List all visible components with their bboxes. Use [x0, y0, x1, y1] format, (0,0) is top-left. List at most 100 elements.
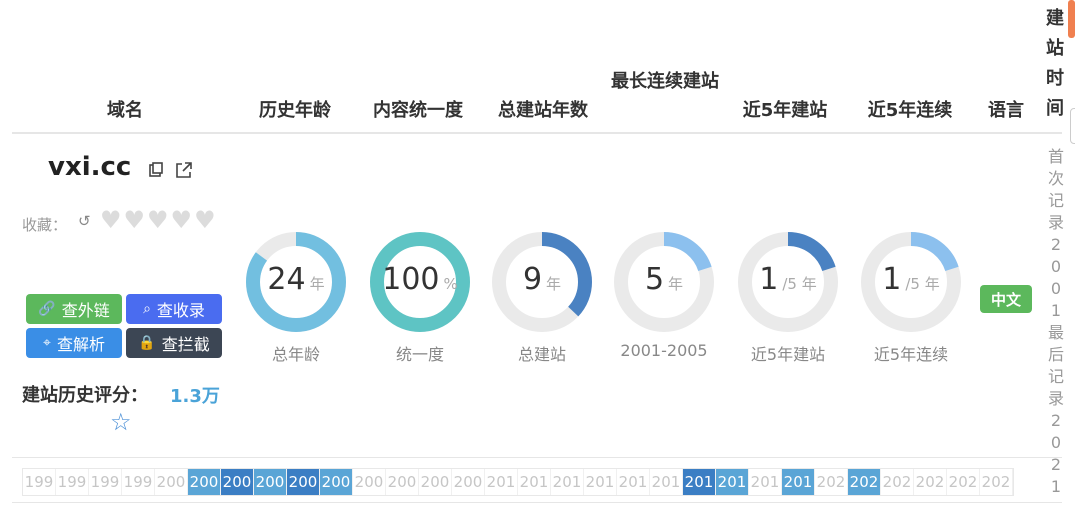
favorite-label: 收藏： — [22, 216, 68, 234]
timeline-year-cell[interactable]: 201 — [683, 469, 716, 495]
dns-button[interactable]: ⌖ 查解析 — [26, 328, 122, 358]
timeline-year-cell[interactable]: 201 — [716, 469, 749, 495]
favorite-hearts[interactable]: ♥ ♥ ♥ ♥ ♥ — [100, 206, 216, 234]
ring-progress — [861, 232, 961, 332]
timeline-year-cell[interactable]: 201 — [782, 469, 815, 495]
ring-label: 总年龄 — [271, 345, 320, 364]
heart-icon[interactable]: ♥ — [123, 206, 146, 234]
timeline-year-cell[interactable]: 199 — [56, 469, 89, 495]
ring-progress — [738, 232, 838, 332]
timeline-year-cell[interactable]: 201 — [617, 469, 650, 495]
ring-value: 5 — [644, 262, 665, 297]
timeline-year-cell[interactable]: 202 — [914, 469, 947, 495]
ring-svg — [492, 232, 592, 332]
indexed-button[interactable]: ⌕ 查收录 — [126, 294, 222, 324]
ring-label: 2001-2005 — [620, 341, 708, 360]
header-domain[interactable]: 域名 — [107, 100, 143, 121]
row-divider — [12, 457, 1062, 458]
heart-icon[interactable]: ♥ — [147, 206, 169, 234]
timeline-year-cell[interactable]: 200 — [320, 469, 353, 495]
ring-center: 100% — [368, 230, 472, 334]
timeline-year-cell[interactable]: 200 — [386, 469, 419, 495]
ring-value: 9 — [522, 262, 543, 297]
timeline-year-cell[interactable]: 200 — [419, 469, 452, 495]
ring-unit: 年 — [668, 275, 684, 293]
search-icon: ⌕ — [143, 301, 151, 317]
ring-svg — [370, 232, 470, 332]
ring-label: 总建站 — [517, 345, 566, 364]
ring-unit: /5 年 — [782, 275, 817, 293]
ring-unit: /5 年 — [905, 275, 940, 293]
timeline-year-cell[interactable]: 201 — [584, 469, 617, 495]
header-longest-run[interactable]: 最长连续建站 — [611, 71, 719, 92]
timeline-year-cell[interactable]: 202 — [815, 469, 848, 495]
ring-chart: 1/5 年 — [736, 230, 840, 334]
scrollbar-thumb[interactable] — [1070, 108, 1075, 144]
timeline-year-cell[interactable]: 200 — [452, 469, 485, 495]
ring-label: 统一度 — [395, 345, 444, 364]
timeline-year-cell[interactable]: 200 — [287, 469, 320, 495]
ring-label: 近5年建站 — [750, 345, 826, 364]
header-divider — [12, 132, 1062, 134]
timeline-year-cell[interactable]: 199 — [23, 469, 56, 495]
timeline-year-cell[interactable]: 201 — [485, 469, 518, 495]
ring-svg — [246, 232, 346, 332]
ring-chart: 24 年 — [244, 230, 348, 334]
timeline-year-cell[interactable]: 200 — [254, 469, 287, 495]
dns-label: 查解析 — [56, 335, 105, 354]
external-link-icon[interactable] — [174, 160, 194, 180]
ring-svg — [614, 232, 714, 332]
header-recent5-build[interactable]: 近5年建站 — [742, 100, 828, 121]
timeline-year-cell[interactable]: 199 — [89, 469, 122, 495]
timeline-year-cell[interactable]: 202 — [881, 469, 914, 495]
heart-icon[interactable]: ♥ — [170, 206, 193, 234]
timeline-year-cell[interactable]: 201 — [650, 469, 683, 495]
timeline-year-cell[interactable]: 202 — [980, 469, 1013, 495]
history-score-value: 1.3万 — [170, 386, 220, 407]
header-content-consistency[interactable]: 内容统一度 — [373, 100, 463, 121]
domain-name[interactable]: vxi.cc — [48, 152, 132, 182]
timeline-year-cell[interactable]: 200 — [221, 469, 254, 495]
ring-svg — [861, 232, 961, 332]
undo-icon[interactable]: ↺ — [78, 212, 91, 230]
timeline-year-cell[interactable]: 200 — [155, 469, 188, 495]
header-history-age[interactable]: 历史年龄 — [259, 100, 331, 121]
heart-icon[interactable]: ♥ — [194, 206, 216, 234]
bottom-divider — [12, 502, 1062, 503]
ring-progress — [614, 232, 714, 332]
timeline-year-cell[interactable]: 200 — [353, 469, 386, 495]
indexed-label: 查收录 — [156, 301, 205, 320]
external-links-button[interactable]: 🔗 查外链 — [26, 294, 122, 324]
heart-icon[interactable]: ♥ — [100, 206, 122, 234]
blocked-button[interactable]: 🔒 查拦截 — [126, 328, 222, 358]
header-total-years[interactable]: 总建站年数 — [498, 100, 588, 121]
ring-progress — [492, 232, 592, 332]
scroll-accent — [1068, 0, 1075, 38]
ring-svg — [738, 232, 838, 332]
timeline-year-cell[interactable]: 200 — [188, 469, 221, 495]
timeline-year-cell[interactable]: 202 — [848, 469, 881, 495]
header-build-time[interactable]: 建站时间 — [1046, 8, 1064, 119]
ring-label: 近5年连续 — [873, 345, 949, 364]
link-icon: 🔗 — [38, 301, 56, 317]
ring-value: 1 — [759, 262, 779, 297]
copy-icon[interactable] — [148, 162, 164, 178]
timeline-year-cell[interactable]: 199 — [122, 469, 155, 495]
timeline-year-cell[interactable]: 201 — [518, 469, 551, 495]
header-language[interactable]: 语言 — [988, 100, 1024, 121]
timeline-year-cell[interactable]: 201 — [551, 469, 584, 495]
star-icon[interactable]: ☆ — [110, 408, 132, 436]
lock-icon: 🔒 — [138, 335, 156, 351]
timeline-year-cell[interactable]: 202 — [947, 469, 980, 495]
build-time-text: 首次记录2001最后记录2021 — [1047, 147, 1064, 496]
header-recent5-consecutive[interactable]: 近5年连续 — [867, 100, 953, 121]
location-pin-icon: ⌖ — [43, 335, 51, 351]
year-timeline: 199 199 199 199 200 200 200 200 200 200 200 200 200 2… — [22, 468, 1014, 496]
timeline-year-cell[interactable]: 201 — [749, 469, 782, 495]
ring-value: 24 — [267, 262, 306, 297]
history-score-label: 建站历史评分： — [22, 385, 148, 406]
blocked-label: 查拦截 — [161, 335, 210, 354]
